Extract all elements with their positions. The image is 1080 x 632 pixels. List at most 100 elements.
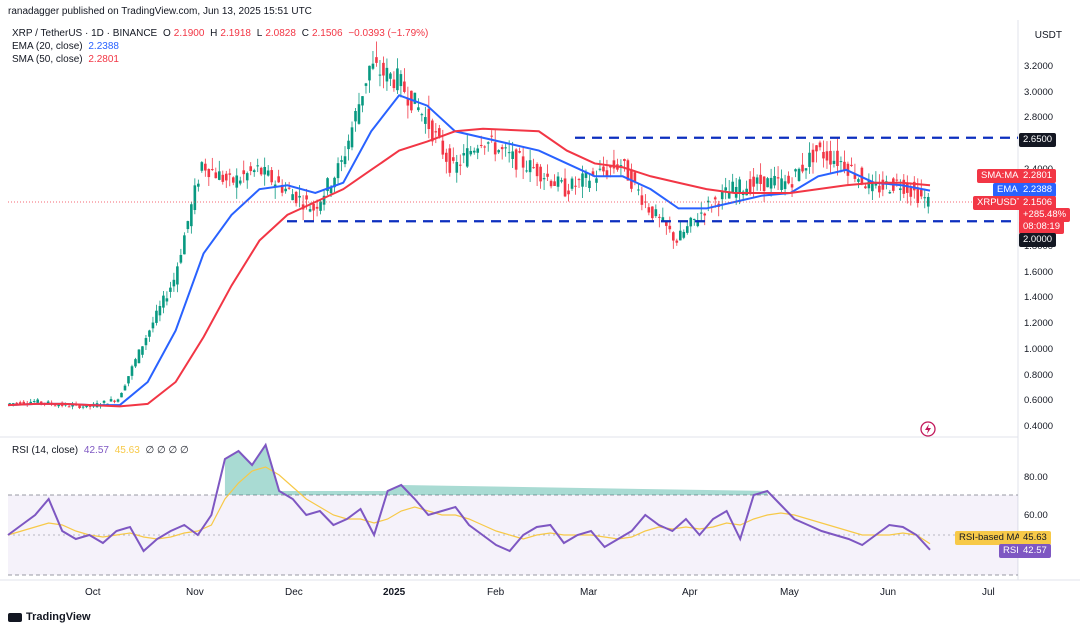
lightning-icon[interactable]	[920, 421, 936, 437]
level-low-tag: 2.0000	[1019, 233, 1057, 247]
rsi-legend[interactable]: RSI (14, close) 42.57 45.63 ∅ ∅ ∅ ∅	[12, 445, 192, 456]
rsi-tag-label: RSI	[999, 544, 1023, 558]
candle-body	[919, 189, 923, 197]
candle-body	[633, 172, 637, 182]
rsi-ma-tag-value: 45.63	[1019, 531, 1051, 545]
candle-body	[626, 160, 630, 181]
candle-body	[623, 159, 626, 162]
candle-body	[801, 164, 804, 172]
candle-body	[451, 157, 455, 161]
candle-body	[899, 188, 902, 191]
x-label-jul: Jul	[982, 587, 995, 598]
candle-body	[144, 338, 148, 346]
candle-body	[169, 287, 172, 292]
candle-body	[137, 349, 141, 364]
candle-body	[305, 195, 308, 200]
candle-body	[773, 175, 776, 186]
candle-body	[46, 401, 50, 404]
candle-body	[588, 180, 591, 189]
candle-body	[874, 182, 878, 186]
candle-body	[535, 163, 539, 177]
rsi-overbought-fill	[224, 445, 768, 495]
candle-body	[556, 176, 560, 187]
candle-body	[298, 195, 301, 198]
candle-body	[406, 98, 410, 106]
candle-body	[102, 400, 106, 403]
candle-body	[326, 178, 329, 192]
price-axis-label: 0.8000	[1024, 369, 1054, 381]
ohlc-c-label: C	[301, 28, 309, 39]
candle-body	[815, 145, 818, 152]
candle-body	[720, 190, 724, 200]
candle-body	[207, 169, 211, 178]
candle-body	[644, 201, 647, 203]
candle-body	[36, 399, 39, 403]
candle-body	[245, 173, 249, 181]
sma-tag-label: SMA:MA	[977, 169, 1023, 183]
candle-body	[675, 240, 679, 243]
price-axis-label: 1.6000	[1024, 266, 1054, 278]
candle-body	[319, 201, 322, 211]
candle-body	[584, 171, 588, 178]
price-axis-label: 0.4000	[1024, 421, 1054, 432]
candle-body	[57, 405, 60, 407]
candle-body	[864, 186, 867, 189]
candle-body	[291, 194, 294, 201]
candle-body	[259, 167, 263, 175]
candle-body	[217, 171, 221, 180]
candle-body	[563, 178, 567, 197]
candle-body	[822, 151, 825, 159]
x-label-feb: Feb	[487, 587, 505, 598]
candle-body	[375, 57, 378, 63]
candle-body	[431, 120, 434, 142]
candle-body	[172, 279, 176, 287]
candle-body	[162, 295, 165, 308]
candle-body	[221, 174, 225, 182]
candle-body	[441, 140, 445, 155]
candle-body	[371, 63, 375, 69]
candle-body	[902, 179, 906, 194]
candle-body	[357, 104, 361, 124]
published-line: ranadagger published on TradingView.com,…	[8, 6, 312, 17]
candle-body	[755, 177, 759, 184]
candle-body	[155, 310, 158, 323]
sma-legend[interactable]: SMA (50, close) 2.2801	[12, 54, 122, 65]
candle-body	[486, 142, 490, 144]
price-axis-label: 1.2000	[1024, 318, 1054, 330]
candle-body	[546, 173, 549, 177]
candle-body	[651, 206, 654, 219]
candles-group	[8, 41, 930, 410]
candle-body	[696, 220, 700, 227]
candle-body	[130, 366, 134, 376]
candle-body	[787, 175, 790, 184]
ema-tag-label: EMA	[993, 183, 1022, 197]
candle-body	[692, 218, 696, 220]
candle-body	[640, 195, 644, 205]
candle-body	[382, 62, 385, 76]
candle-body	[347, 140, 350, 150]
candle-body	[193, 185, 197, 210]
candle-body	[228, 173, 232, 175]
candle-body	[661, 217, 665, 221]
tradingview-logo[interactable]: TradingView	[8, 611, 91, 623]
symbol-tag-value: 2.1506	[1019, 196, 1057, 210]
candle-body	[176, 266, 179, 285]
candle-body	[727, 191, 731, 199]
x-label-oct: Oct	[85, 587, 101, 598]
candle-body	[685, 226, 689, 233]
candle-body	[336, 163, 340, 179]
candle-body	[916, 187, 920, 204]
ema-legend[interactable]: EMA (20, close) 2.2388	[12, 41, 122, 52]
change-tag: +285.48%	[1019, 208, 1071, 222]
x-label-dec: Dec	[285, 587, 303, 598]
candle-body	[553, 181, 556, 186]
sma-legend-label: SMA (50, close)	[12, 54, 83, 65]
candle-body	[81, 406, 85, 408]
candle-body	[598, 168, 602, 170]
candle-body	[340, 160, 343, 162]
candle-body	[434, 131, 438, 133]
candle-body	[333, 177, 336, 188]
candle-body	[790, 184, 794, 188]
